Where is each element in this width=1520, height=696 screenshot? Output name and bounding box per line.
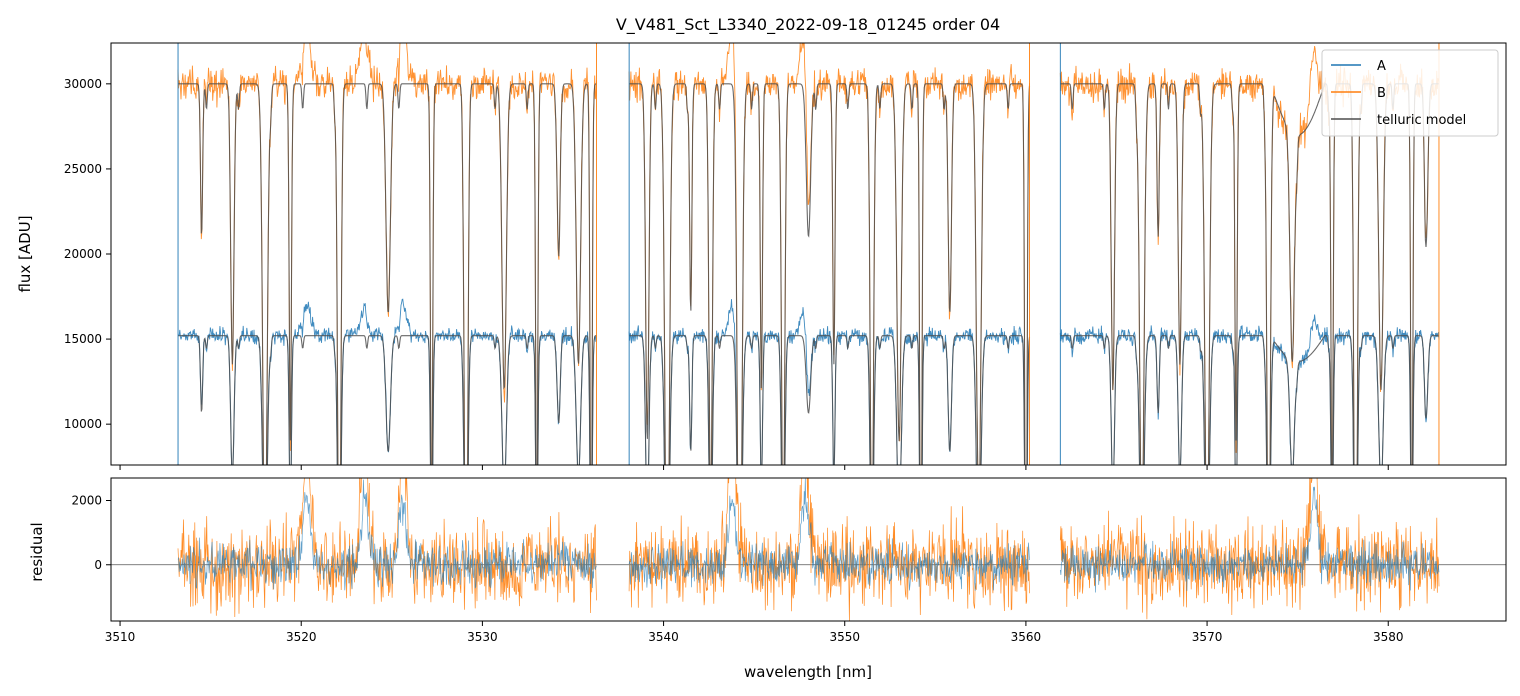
residual-a-line [628,478,1030,591]
chart-title: V_V481_Sct_L3340_2022-09-18_01245 order … [616,15,1000,35]
series-a-line [628,299,1030,465]
residual-panel: 0 2000 3510 3520 3530 3540 3550 3560 3570 3580 r… [28,477,1507,681]
legend-label-telluric: telluric model [1377,113,1466,128]
residual-x-tick-label: 3530 [467,630,498,644]
flux-y-tick-label: 10000 [64,417,102,431]
legend-box [1321,49,1499,137]
flux-y-axis: 10000 15000 20000 25000 30000 [64,77,111,431]
residual-a-line [1059,486,1440,594]
telluric-model-b-line [178,83,597,465]
flux-panel: 10000 15000 20000 25000 30000 flux [ADU] A B… [16,42,1507,470]
residual-a-line [177,479,597,592]
residual-x-axis-label: wavelength [nm] [744,663,872,681]
telluric-model-a-line [1060,335,1439,465]
series-b-line [628,43,1030,465]
residual-x-tick-label: 3550 [829,630,860,644]
residual-x-tick-label: 3560 [1011,630,1042,644]
legend-label-a: A [1377,59,1386,74]
residual-x-axis: 3510 3520 3530 3540 3550 3560 3570 3580 [105,621,1404,644]
flux-y-tick-label: 30000 [64,77,102,91]
telluric-model-b-line [629,83,1031,465]
residual-y-axis: 0 2000 [71,493,111,572]
residual-y-tick-label: 2000 [71,493,102,507]
flux-plot-area [177,43,1440,465]
residual-y-axis-label: residual [28,522,46,581]
residual-x-tick-label: 3580 [1373,630,1404,644]
flux-y-axis-label: flux [ADU] [16,215,34,292]
residual-plot-area [111,478,1506,621]
telluric-model-a-line [629,335,1031,465]
flux-y-tick-label: 15000 [64,332,102,346]
residual-x-tick-label: 3540 [648,630,679,644]
legend-label-b: B [1377,86,1386,101]
flux-y-tick-label: 25000 [64,162,102,176]
flux-y-tick-label: 20000 [64,247,102,261]
residual-b-line [177,478,597,618]
residual-axes-frame [110,477,1507,622]
residual-x-tick-label: 3520 [286,630,317,644]
residual-y-tick-label: 0 [94,558,102,572]
flux-x-axis-ticks [119,465,1389,470]
residual-x-tick-label: 3510 [105,630,136,644]
residual-x-tick-label: 3570 [1192,630,1223,644]
telluric-model-a-line [178,335,597,465]
legend: A B telluric model [1321,49,1499,137]
